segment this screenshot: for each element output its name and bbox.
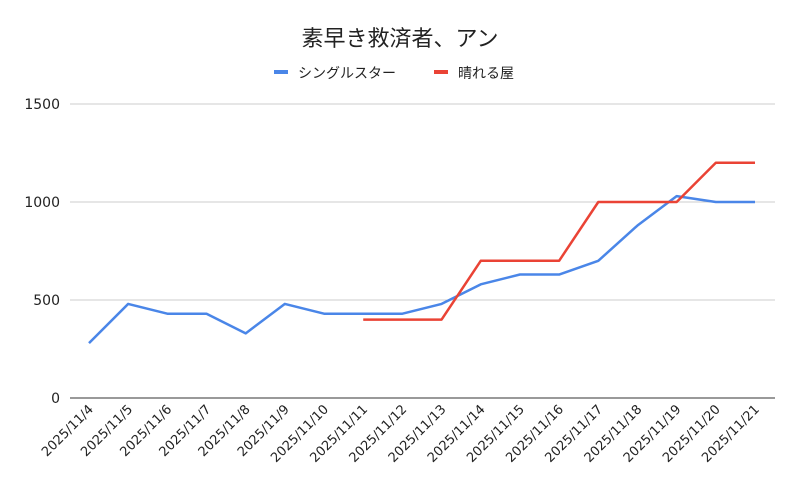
gridlines (70, 104, 775, 398)
legend-label: シングルスター (298, 66, 396, 82)
y-tick-label: 1000 (24, 195, 60, 211)
y-tick-label: 500 (33, 293, 60, 309)
legend-item-0: シングルスター (274, 66, 396, 82)
series-lines (89, 163, 755, 344)
series-line-0 (89, 196, 755, 343)
y-tick-label: 1500 (24, 97, 60, 113)
legend-swatch (274, 70, 288, 74)
y-tick-label: 0 (51, 391, 60, 407)
series-line-1 (363, 163, 755, 320)
legend-label: 晴れる屋 (458, 66, 514, 82)
chart-title: 素早き救済者、アン (301, 27, 498, 52)
x-axis: 2025/11/42025/11/52025/11/62025/11/72025… (39, 402, 763, 466)
legend-item-1: 晴れる屋 (434, 66, 514, 82)
legend: シングルスター 晴れる屋 (274, 66, 514, 82)
legend-swatch (434, 70, 448, 74)
y-axis: 0 500 1000 1500 (24, 97, 60, 407)
